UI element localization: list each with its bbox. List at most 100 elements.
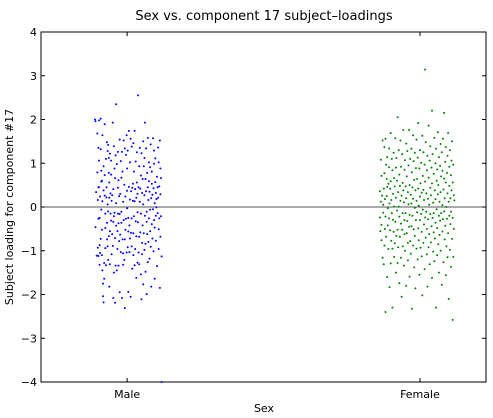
data-point-male (103, 174, 106, 177)
data-point-male (115, 269, 118, 272)
data-point-male (153, 219, 156, 222)
data-point-male (110, 159, 113, 162)
data-point-female (412, 134, 415, 137)
data-point-female (435, 208, 438, 211)
data-point-female (452, 227, 455, 230)
data-point-female (379, 230, 382, 233)
data-point-female (441, 137, 444, 140)
data-point-female (444, 160, 447, 163)
data-point-female (390, 239, 393, 242)
data-point-female (434, 162, 437, 165)
data-point-male (111, 121, 114, 124)
data-point-female (380, 174, 383, 177)
data-point-female (404, 185, 407, 188)
data-point-female (382, 203, 385, 206)
data-point-female (429, 241, 432, 244)
data-point-male (156, 265, 158, 268)
data-point-female (425, 169, 428, 172)
data-point-male (148, 190, 151, 193)
data-point-male (112, 220, 115, 223)
data-point-female (450, 265, 452, 268)
data-point-female (405, 175, 408, 178)
data-point-female (422, 151, 425, 154)
data-point-female (440, 283, 443, 286)
data-point-male (159, 167, 162, 170)
data-point-male (136, 261, 139, 264)
data-point-female (424, 68, 427, 71)
data-point-male (102, 189, 105, 192)
data-point-male (159, 193, 162, 196)
y-tick-label: 0 (30, 201, 37, 214)
data-point-male (123, 147, 126, 150)
data-point-male (153, 202, 156, 205)
data-point-male (137, 251, 140, 254)
data-point-male (119, 160, 122, 163)
y-tick-label: −2 (21, 289, 37, 302)
data-point-female (446, 154, 449, 157)
data-point-female (407, 203, 410, 206)
data-point-female (434, 221, 437, 224)
data-point-female (446, 256, 449, 259)
data-point-female (401, 181, 404, 184)
data-point-female (440, 151, 443, 154)
data-point-male (157, 248, 160, 250)
data-point-male (142, 283, 145, 286)
data-point-male (147, 199, 150, 201)
data-point-male (115, 202, 118, 205)
data-point-male (111, 244, 114, 247)
data-point-female (393, 177, 396, 180)
data-point-male (117, 179, 120, 182)
data-point-female (441, 169, 444, 172)
data-point-female (408, 129, 411, 131)
data-point-female (414, 287, 417, 290)
data-point-male (153, 149, 156, 152)
data-point-female (413, 151, 416, 154)
data-point-female (439, 143, 442, 145)
data-point-female (406, 259, 409, 262)
data-point-male (110, 199, 113, 202)
data-point-female (424, 236, 427, 239)
data-point-female (392, 218, 394, 221)
data-point-female (448, 214, 451, 217)
data-point-female (410, 307, 413, 310)
data-point-male (138, 165, 141, 168)
data-point-female (419, 246, 422, 249)
data-point-male (145, 210, 148, 213)
data-point-male (94, 118, 96, 121)
data-point-male (126, 207, 129, 210)
data-point-male (98, 244, 101, 247)
data-point-female (420, 191, 423, 194)
data-point-female (378, 216, 381, 219)
data-point-male (130, 145, 133, 148)
data-point-male (114, 154, 117, 157)
data-point-male (154, 214, 157, 217)
data-point-male (144, 270, 147, 273)
data-point-male (118, 138, 121, 141)
data-point-male (145, 190, 148, 193)
data-point-female (446, 171, 448, 174)
data-point-female (406, 220, 409, 222)
data-point-female (392, 230, 395, 233)
data-point-male (131, 199, 134, 202)
data-point-female (409, 193, 412, 196)
data-point-male (122, 263, 125, 266)
data-point-female (389, 187, 392, 190)
data-point-female (437, 156, 440, 159)
data-point-male (133, 129, 136, 132)
data-point-female (429, 145, 432, 148)
data-point-male (126, 167, 129, 170)
data-point-male (131, 182, 134, 185)
data-point-male (99, 148, 102, 151)
data-point-male (106, 150, 109, 152)
data-point-female (384, 215, 387, 218)
data-point-male (147, 241, 150, 243)
data-point-female (446, 217, 448, 220)
data-point-male (136, 192, 139, 195)
data-point-male (107, 157, 110, 159)
data-point-female (398, 215, 401, 218)
data-point-female (420, 230, 423, 233)
data-point-female (421, 174, 424, 177)
data-point-female (387, 182, 390, 185)
data-point-male (110, 253, 113, 256)
data-point-female (416, 211, 419, 214)
